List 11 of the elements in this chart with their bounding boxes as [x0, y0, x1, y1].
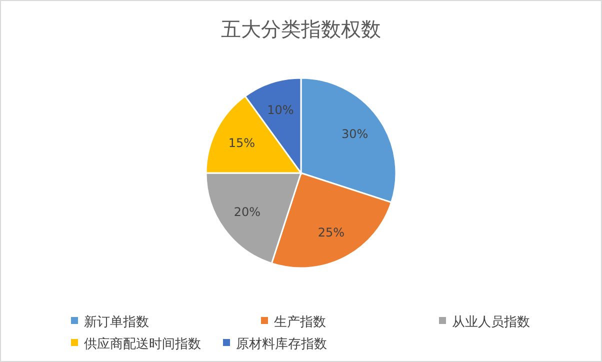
data-label: 10% [267, 102, 294, 117]
data-label: 30% [341, 126, 368, 141]
data-label: 20% [234, 205, 261, 220]
legend-label: 供应商配送时间指数 [84, 336, 201, 352]
legend-label: 生产指数 [274, 315, 326, 330]
chart-title: 五大分类指数权数 [221, 17, 381, 41]
legend-label: 从业人员指数 [452, 315, 530, 330]
data-label: 15% [228, 136, 256, 150]
legend-label: 原材料库存指数 [236, 337, 327, 352]
data-label: 25% [318, 225, 345, 240]
legend-label: 新订单指数 [84, 315, 149, 330]
